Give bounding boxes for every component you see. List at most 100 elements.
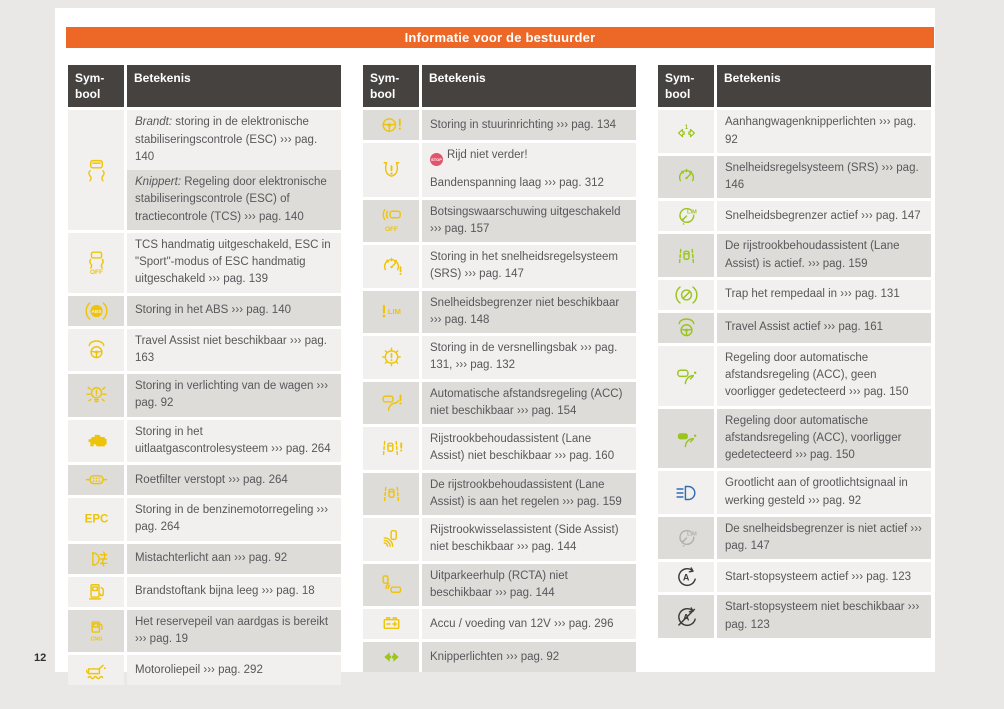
meaning-text: Regeling door automatische afstandsregel… [725,414,902,462]
symbol-cell [363,427,419,470]
meaning-cell: Grootlicht aan of grootlichtsignaal in w… [717,471,931,514]
table-row: Travel Assist actief ››› pag. 161 [658,312,931,343]
meaning-text: Storing in het uitlaatgascontrolesysteem… [135,425,331,455]
meaning-line: Start-stopsysteem niet beschikbaar ››› p… [725,599,923,634]
meaning-cells: Storing in het snelheidsregelsysteem (SR… [422,245,636,288]
lane-assist-icon [378,481,405,507]
table-row: Accu / voeding van 12V ››› pag. 296 [363,609,636,640]
symbol-table-1: Sym- bool Betekenis Brandt: storing in de … [68,65,341,688]
table-row: Storing in het snelheidsregelsysteem (SR… [363,245,636,288]
symbol-cell [363,518,419,561]
meaning-text: Storing in de versnellingsbak ››› pag. 1… [430,342,618,372]
svg-text:OFF: OFF [90,269,103,276]
meaning-text: Start-stopsysteem actief ››› pag. 123 [725,570,911,583]
lane-assist-warning-icon [378,435,405,461]
meaning-cells: Roetfilter verstopt ››› pag. 264 [127,465,341,496]
brake-pedal-icon [673,282,700,308]
meaning-line: Knipperlichten ››› pag. 92 [430,649,628,666]
meaning-line: Storing in de benzinemotorregeling ››› p… [135,502,333,537]
meaning-text: Grootlicht aan of grootlichtsignaal in w… [725,477,908,507]
meaning-text: Uitparkeerhulp (RCTA) niet beschikbaar ›… [430,569,568,599]
cruise-control-warning-icon [378,253,405,279]
meaning-line: Regeling door automatische afstandsregel… [725,350,923,402]
meaning-cells: Start-stopsysteem actief ››› pag. 123 [717,562,931,593]
meaning-cell: De rijstrookbehoudassistent (Lane Assist… [422,472,636,516]
travel-assist-icon [83,337,110,363]
meaning-text: Rijstrookwisselassistent (Side Assist) n… [430,524,619,554]
meaning-cells: Trap het rempedaal in ››› pag. 131 [717,279,931,310]
meaning-cell: Snelheidsbegrenzer niet beschikbaar ››› … [422,290,636,334]
column-header-symbol: Sym- bool [68,65,124,108]
meaning-line: Start-stopsysteem actief ››› pag. 123 [725,569,923,586]
abs-icon: ABS [83,298,110,324]
meaning-cells: Storing in het ABS ››› pag. 140 [127,295,341,326]
meaning-line: De rijstrookbehoudassistent (Lane Assist… [430,477,628,512]
meaning-cells: Mistachterlicht aan ››› pag. 92 [127,543,341,574]
meaning-line: Accu / voeding van 12V ››› pag. 296 [430,616,628,633]
meaning-text: Brandstoftank bijna leeg ››› pag. 18 [135,585,315,597]
meaning-text: Regeling door elektronische stabiliserin… [135,176,327,223]
meaning-line: Travel Assist niet beschikbaar ››› pag. … [135,333,333,368]
svg-text:LIM: LIM [387,307,400,316]
svg-text:LIM: LIM [686,532,696,538]
svg-text:EPC: EPC [84,514,108,526]
table-row: OFF Botsingswaarschuwing uitgeschakeld ››… [363,199,636,243]
meaning-cells: Uitparkeerhulp (RCTA) niet beschikbaar ›… [422,563,636,607]
meaning-line: Storing in het ABS ››› pag. 140 [135,302,333,319]
table-row: LIM Snelheidsbegrenzer niet beschikbaar ›… [363,290,636,334]
meaning-cell: Start-stopsysteem actief ››› pag. 123 [717,562,931,593]
bulb-warning-icon [83,382,110,408]
meaning-line: STOP Rijd niet verder! [430,147,628,167]
table-row: Regeling door automatische afstandsregel… [658,408,931,469]
symbol-cell [658,471,714,514]
meaning-cell: Snelheidsregelsysteem (SRS) ››› pag. 146 [717,155,931,199]
table-row: Automatische afstandsregeling (ACC) niet… [363,381,636,425]
symbol-cell: EPC [68,498,124,541]
meaning-cell: Rijstrookwisselassistent (Side Assist) n… [422,518,636,561]
symbol-cell [363,642,419,673]
meaning-line: Rijstrookbehoudassistent (Lane Assist) n… [430,431,628,466]
symbol-cell [658,279,714,310]
cruise-control-icon [673,164,700,190]
meaning-text: Accu / voeding van 12V ››› pag. 296 [430,617,614,630]
symbol-cell: ABS [68,295,124,326]
symbol-cell [68,328,124,372]
meaning-line: Storing in het uitlaatgascontrolesysteem… [135,424,333,459]
meaning-line: Storing in het snelheidsregelsysteem (SR… [430,249,628,284]
meaning-line: Storing in stuurinrichting ››› pag. 134 [430,117,628,134]
table-row: Storing in het uitlaatgascontrolesysteem… [68,419,341,463]
speed-limiter-icon: LIM [673,203,700,229]
meaning-cell: TCS handmatig uitgeschakeld, ESC in "Spo… [127,232,341,293]
table-row: Brandstoftank bijna leeg ››› pag. 18 [68,576,341,607]
meaning-cells: Snelheidsbegrenzer niet beschikbaar ››› … [422,290,636,334]
tyre-pressure-icon [378,157,405,183]
symbol-cell: CNG [68,609,124,653]
meaning-cell: Storing in het uitlaatgascontrolesysteem… [127,419,341,463]
symbol-cell: OFF [363,199,419,243]
symbol-cell: A [658,595,714,638]
meaning-cells: Storing in het uitlaatgascontrolesysteem… [127,419,341,463]
column-header-meaning: Betekenis [127,65,341,108]
rear-fog-light-icon [83,546,110,572]
table-row: Mistachterlicht aan ››› pag. 92 [68,543,341,574]
meaning-cells: Storing in de versnellingsbak ››› pag. 1… [422,336,636,379]
symbol-table-3: Sym- bool Betekenis 1 Aanhangwagenknipperli… [658,65,931,641]
meaning-cells: Automatische afstandsregeling (ACC) niet… [422,381,636,425]
meaning-cell: Storing in verlichting van de wagen ››› … [127,374,341,417]
table-row: EPC Storing in de benzinemotorregeling ››… [68,498,341,541]
symbol-cell [363,143,419,197]
meaning-cell: Regeling door automatische afstandsregel… [717,408,931,469]
meaning-text: Regeling door automatische afstandsregel… [725,351,909,399]
symbol-cell [658,312,714,343]
meaning-cells: Het reservepeil van aardgas is bereikt ›… [127,609,341,653]
svg-text:1: 1 [684,123,688,130]
table-row: Grootlicht aan of grootlichtsignaal in w… [658,471,931,514]
table-row: De rijstrookbehoudassistent (Lane Assist… [658,234,931,277]
symbol-cell: 1 [658,110,714,153]
meaning-cell: De rijstrookbehoudassistent (Lane Assist… [717,234,931,277]
meaning-cells: STOP Rijd niet verder! Bandenspanning laag… [422,143,636,197]
meaning-cell: Het reservepeil van aardgas is bereikt ›… [127,609,341,653]
meaning-cell: Uitparkeerhulp (RCTA) niet beschikbaar ›… [422,563,636,607]
meaning-cell: Start-stopsysteem niet beschikbaar ››› p… [717,595,931,638]
meaning-cell: Brandt: storing in de elektronische stab… [127,110,341,171]
